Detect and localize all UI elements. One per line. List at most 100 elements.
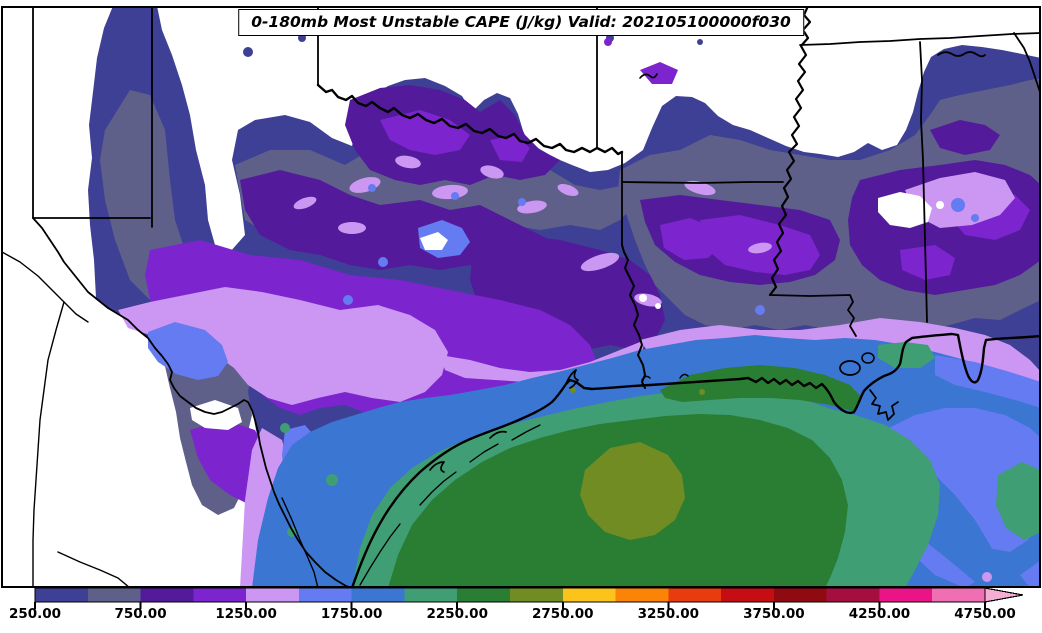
lake-pontchartrain [839,360,861,376]
colorbar-tick-label: 750.00 [114,606,167,622]
sabine-lake [641,375,651,381]
colorbar-outline [34,588,986,603]
cape-speck-2500 [570,387,576,393]
state-border-mexico-2 [32,301,65,587]
cape-streak-1250 [557,183,579,197]
cape-fill-regions [2,7,1040,587]
cape-speck-1500 [451,192,459,200]
cape-region-750-1000 [930,120,1000,155]
colorbar-segment [457,588,510,602]
cape-speck-1500 [951,198,965,212]
tennessee-river [937,51,986,58]
coastline-group [351,332,1040,587]
cape-speck-1500 [755,305,765,315]
cape-streak-1250 [338,222,366,234]
small-river-ok [639,73,658,79]
cape-region-1000-1250 [640,62,678,84]
map-title-box: 0-180mb Most Unstable CAPE (J/kg) Valid:… [238,9,804,36]
cape-speck-below-250 [808,138,816,146]
cape-speck-2500 [699,389,705,395]
cape-region-2500-2750 [580,442,685,540]
colorbar-segment [826,588,880,602]
coastline [351,332,1040,587]
colorbar-tick-label: 4250.00 [848,606,911,622]
calcasieu-lake [679,373,689,379]
colorbar [34,588,1024,609]
colorbar-segment [668,588,722,602]
cape-speck-1500 [343,295,353,305]
cape-speck-1500 [378,257,388,267]
cape-region-1250-1500 [118,287,448,405]
barrier-island [419,471,457,506]
corpus-christi-bay [429,461,445,473]
cape-region-1000-1250 [900,245,955,280]
colorbar-extend-arrow [984,588,1024,603]
cape-speck-250 [243,47,253,57]
state-border-mexico-1 [2,251,89,323]
colorbar-segment [721,588,774,602]
colorbar-segment [140,588,194,602]
cape-region-2000-2250 [996,462,1040,540]
colorbar-segment [773,588,827,602]
cape-speck-below-250 [639,294,647,302]
cape-speck-1000 [604,38,612,46]
cape-speck-1500 [971,214,979,222]
cape-speck-250 [697,39,703,45]
cape-region-1750-2000 [925,470,1000,585]
cape-speck-1250 [982,572,992,582]
colorbar-segment [932,588,985,602]
cape-streak-1250 [395,155,421,169]
cape-speck-250 [298,34,306,42]
colorbar-segment [298,588,352,602]
cape-speck-1500 [368,184,376,192]
sabine-river [621,244,646,389]
colorbar-segment [246,588,299,602]
colorbar-segment [510,588,563,602]
state-border-ms-al [919,41,928,323]
cape-speck-1500 [518,198,526,206]
barrier-island [469,443,499,463]
cape-region-1000-1250 [380,110,470,155]
state-border-tn [799,32,1040,46]
cape-streak-1250 [580,252,620,272]
cape-speck-2000 [280,423,290,433]
colorbar-segment [35,588,88,602]
colorbar-segments [34,588,1024,609]
cape-speck-below-250 [655,303,661,309]
colorbar-tick-label: 1250.00 [215,606,277,622]
map-frame [1,6,1041,588]
lake-small [861,352,875,364]
colorbar-tick-label: 250.00 [8,606,62,622]
colorbar-segment [562,588,616,602]
colorbar-segment [193,588,247,602]
mississippi-delta [869,389,899,421]
red-river [316,83,624,156]
cape-speck-below-250 [936,201,944,209]
cape-speck-below-250 [765,90,775,100]
cape-region-below-250 [420,232,448,250]
cape-region-2000-2250 [878,342,935,368]
colorbar-segment [87,588,141,602]
mississippi-river [768,7,812,297]
colorbar-tick-label: 1750.00 [320,606,383,622]
cape-streak-1250 [748,242,772,254]
cape-region-1500-1750 [935,355,1040,408]
cape-streak-1250 [684,180,716,196]
cape-streak-1250 [293,196,317,210]
galveston-bay [565,369,579,389]
state-border-la-ms [769,294,857,337]
cape-region-1500-1750 [1020,560,1040,587]
cape-region-below-250 [878,192,932,228]
map-title: 0-180mb Most Unstable CAPE (J/kg) Valid:… [251,13,791,31]
colorbar-segment [404,588,458,602]
cape-speck-2000 [326,474,338,486]
state-border-mexico-3 [57,551,130,587]
colorbar-tick-label: 2250.00 [426,606,488,622]
colorbar-tick-label: 3250.00 [637,606,700,622]
cape-region-1000-1250 [660,218,722,260]
colorbar-segment [615,588,669,602]
colorbar-tick-labels: 250.00 750.00 1250.00 1750.00 2250.00 27… [0,606,1042,630]
colorbar-segment [351,588,405,602]
